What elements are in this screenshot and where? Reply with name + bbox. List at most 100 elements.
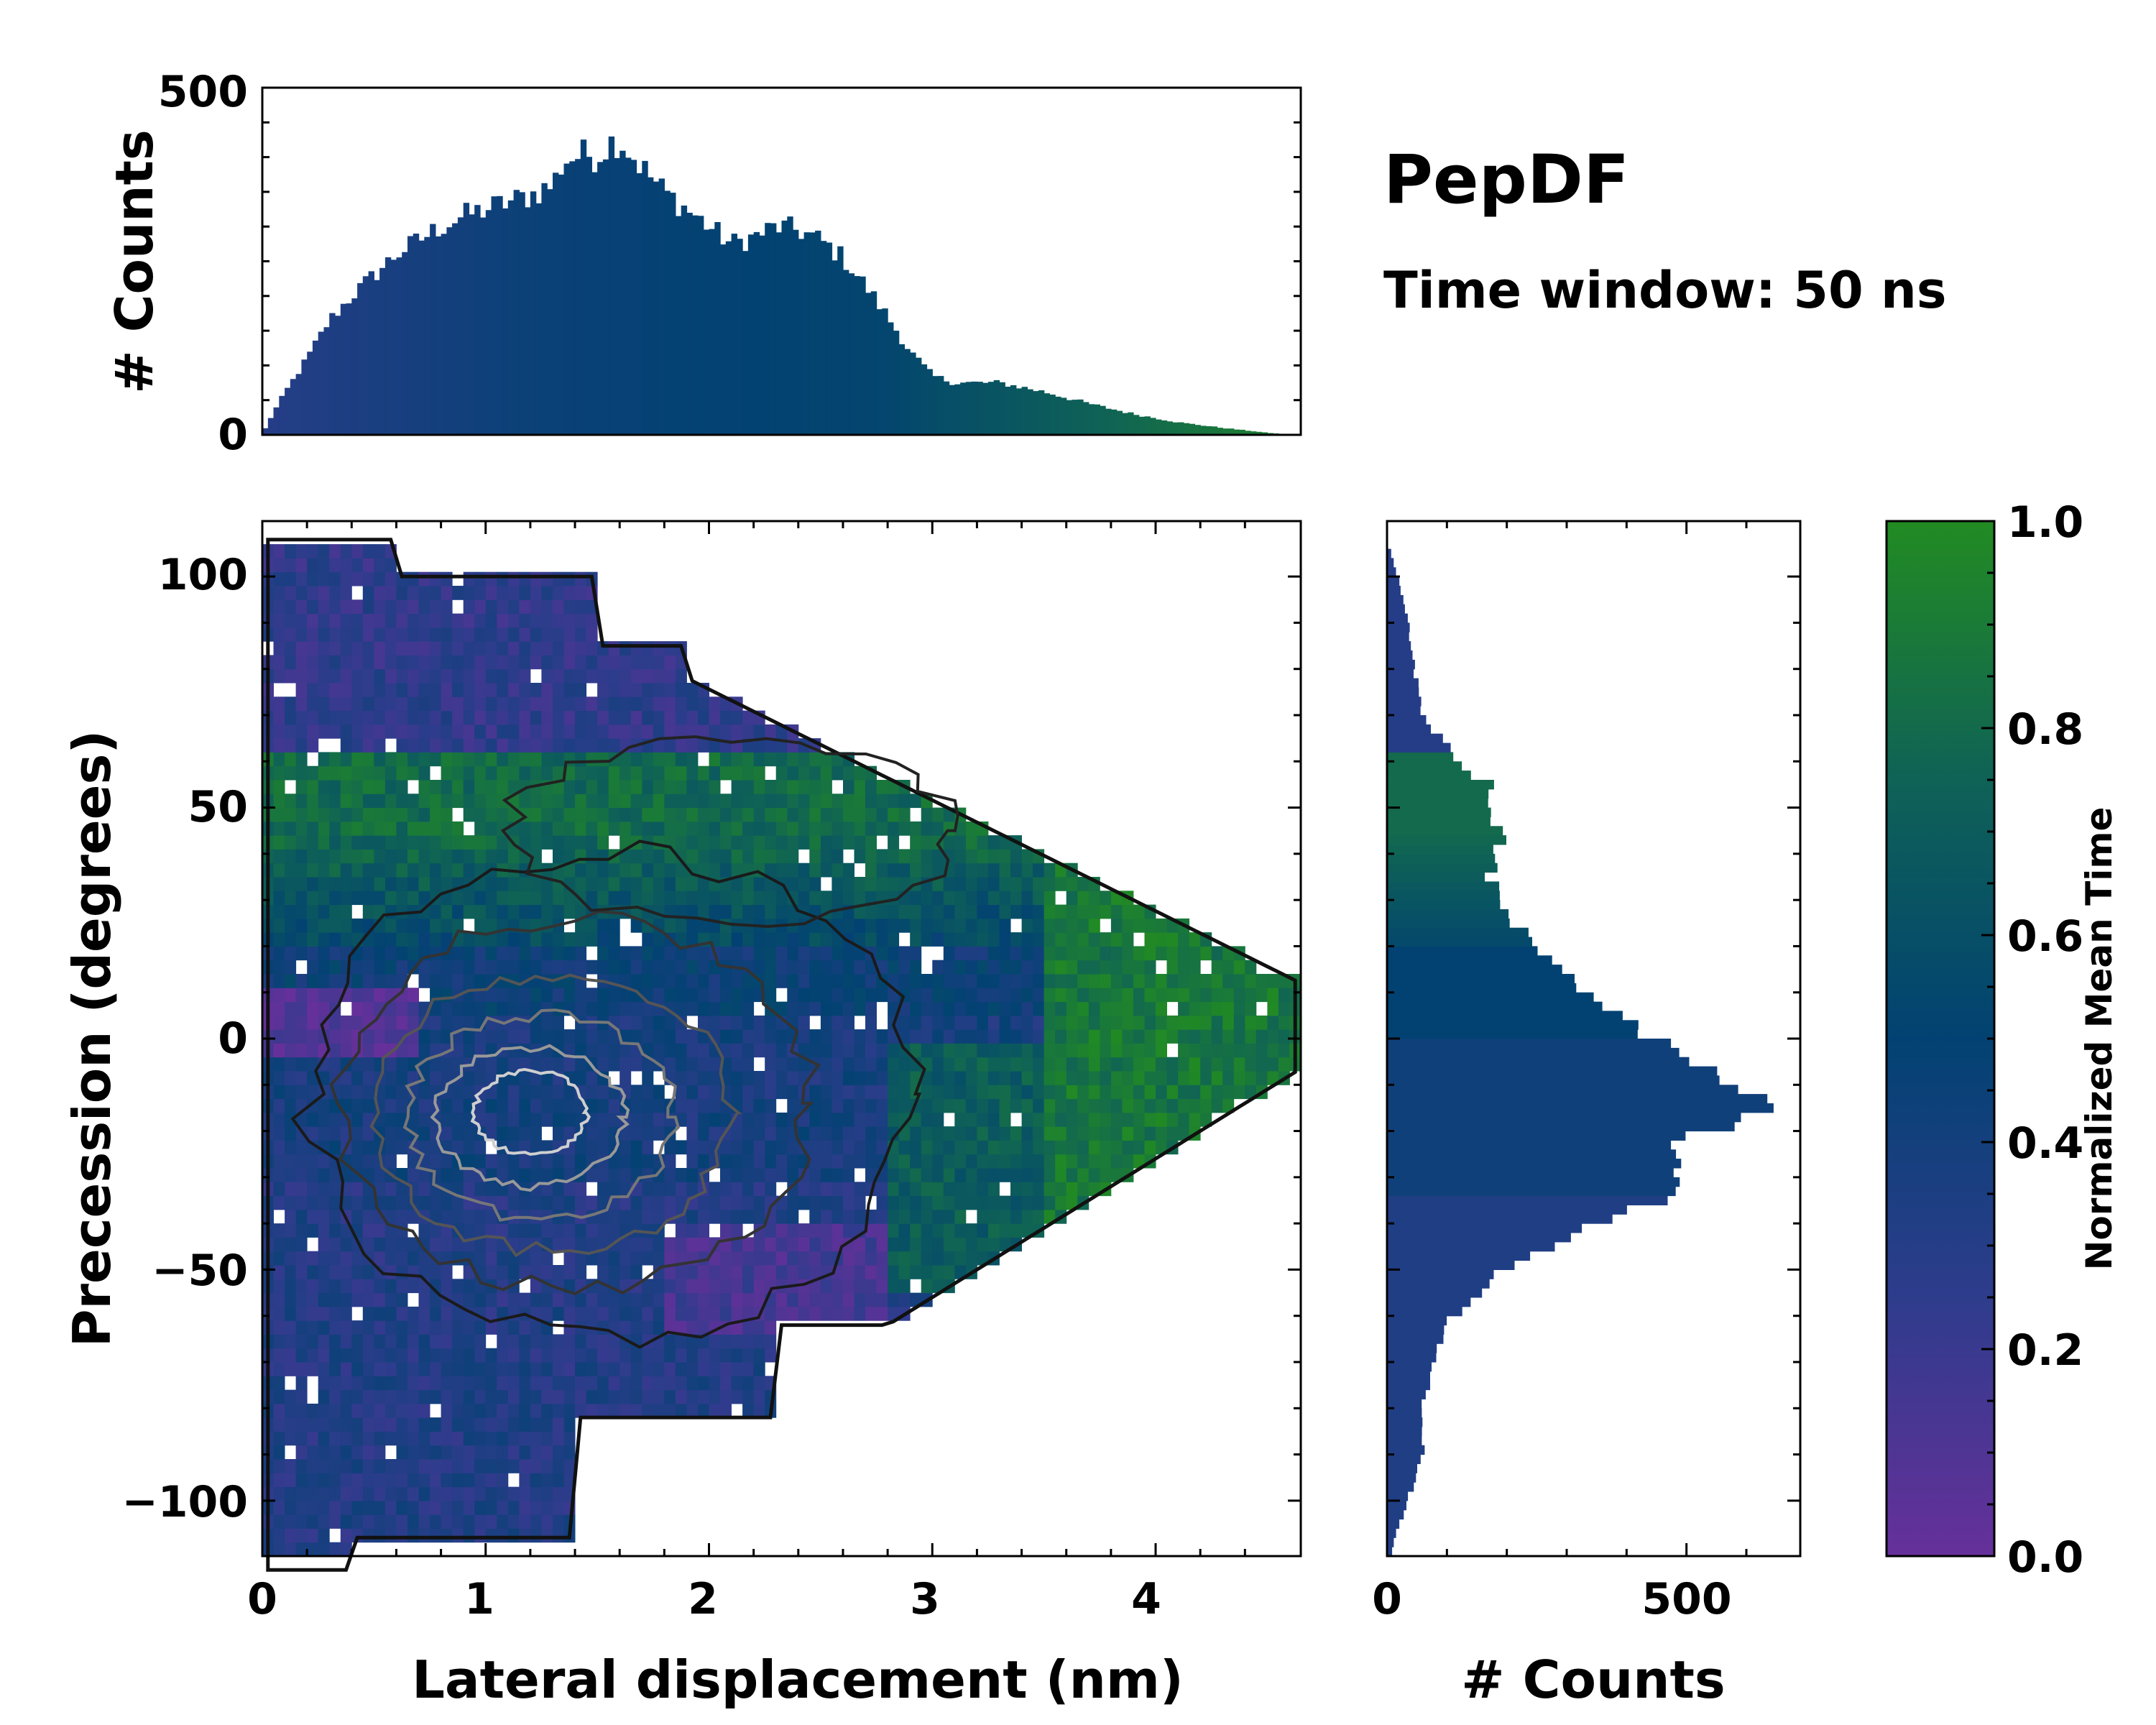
heatmap-cell: [318, 932, 330, 947]
heatmap-cell: [1044, 932, 1056, 947]
heatmap-ytick-label: 50: [188, 782, 249, 832]
right-histogram-bar: [1387, 1491, 1409, 1501]
heatmap-cell: [351, 780, 364, 794]
heatmap-cell: [463, 1112, 475, 1127]
right-histogram-bar: [1387, 696, 1422, 707]
heatmap-cell: [787, 932, 799, 947]
heatmap-cell: [441, 849, 453, 864]
heatmap-cell: [485, 1209, 497, 1224]
heatmap-cell: [396, 724, 408, 739]
heatmap-cell: [307, 1292, 319, 1307]
heatmap-cell: [1077, 1098, 1089, 1113]
heatmap-cell: [474, 1029, 487, 1044]
heatmap-cell: [541, 1251, 553, 1266]
heatmap-cell: [965, 1112, 977, 1127]
heatmap-cell: [597, 946, 609, 961]
heatmap-cell: [1166, 960, 1179, 975]
heatmap-cell: [586, 794, 598, 809]
heatmap-cell: [362, 544, 374, 558]
heatmap-cell: [831, 862, 844, 878]
heatmap-cell: [586, 668, 598, 684]
heatmap-cell: [987, 835, 1000, 850]
heatmap-cell: [876, 877, 888, 891]
heatmap-cell: [396, 1445, 408, 1460]
heatmap-cell: [530, 988, 542, 1003]
heatmap-cell: [977, 1154, 989, 1169]
heatmap-cell: [307, 1112, 319, 1127]
heatmap-cell: [1044, 1209, 1056, 1224]
heatmap-cell: [273, 1431, 285, 1446]
heatmap-cell: [888, 1112, 900, 1127]
heatmap-cell: [362, 599, 374, 615]
heatmap-cell: [553, 1237, 564, 1252]
heatmap-cell: [273, 627, 285, 642]
heatmap-cell: [809, 960, 821, 975]
heatmap-cell: [775, 1029, 788, 1044]
heatmap-cell: [519, 571, 531, 586]
heatmap-cell: [765, 1334, 777, 1349]
heatmap-cell: [932, 1223, 944, 1238]
heatmap-cell: [396, 683, 408, 697]
heatmap-cell: [295, 1306, 308, 1321]
heatmap-cell: [530, 1195, 542, 1210]
heatmap-cell: [987, 904, 1000, 919]
heatmap-cell: [888, 1237, 900, 1252]
heatmap-cell: [273, 1376, 285, 1391]
heatmap-cell: [854, 1029, 866, 1044]
heatmap-cell: [630, 862, 642, 878]
heatmap-cell: [608, 1098, 620, 1113]
heatmap-cell: [876, 946, 888, 961]
heatmap-cell: [831, 807, 844, 822]
heatmap-cell: [307, 1251, 319, 1266]
heatmap-cell: [608, 1334, 620, 1349]
heatmap-cell: [965, 974, 977, 988]
heatmap-cell: [441, 1486, 453, 1501]
heatmap-cell: [519, 641, 531, 656]
heatmap-cell: [1044, 1057, 1056, 1072]
heatmap-cell: [507, 1348, 520, 1363]
heatmap-cell: [775, 891, 788, 906]
heatmap-cell: [586, 613, 598, 628]
heatmap-cell: [664, 780, 676, 794]
heatmap-cell: [1033, 1168, 1045, 1182]
heatmap-cell: [1033, 1015, 1045, 1030]
heatmap-cell: [843, 1140, 854, 1155]
heatmap-cell: [295, 1320, 308, 1335]
heatmap-cell: [1021, 862, 1033, 878]
heatmap-cell: [765, 1140, 777, 1155]
heatmap-cell: [943, 974, 955, 988]
heatmap-cell: [307, 1085, 319, 1100]
heatmap-cell: [1110, 1015, 1123, 1030]
heatmap-xtick-label: 1: [464, 1574, 494, 1624]
heatmap-cell: [553, 1168, 564, 1182]
heatmap-cell: [295, 1403, 308, 1418]
top-y-axis-label: # Counts: [104, 129, 165, 394]
heatmap-cell: [318, 627, 330, 642]
heatmap-cell: [698, 696, 709, 712]
heatmap-cell: [507, 710, 520, 725]
heatmap-cell: [597, 1098, 609, 1113]
heatmap-cell: [932, 904, 944, 919]
contour-level-5: [430, 1044, 630, 1192]
heatmap-cell: [1278, 988, 1290, 1003]
heatmap-cell: [765, 1251, 777, 1266]
heatmap-cell: [430, 1265, 442, 1279]
heatmap-cell: [351, 1334, 364, 1349]
heatmap-cell: [497, 613, 509, 628]
heatmap-cell: [530, 1500, 542, 1515]
heatmap-cell: [898, 904, 911, 919]
heatmap-cell: [742, 1362, 755, 1376]
heatmap-cell: [597, 1029, 609, 1044]
heatmap-cell: [720, 1182, 732, 1197]
heatmap-cell: [586, 1376, 598, 1391]
heatmap-cell: [642, 1403, 654, 1418]
heatmap-cell: [418, 918, 430, 933]
heatmap-cell: [709, 1376, 721, 1391]
heatmap-cell: [1200, 1112, 1212, 1127]
heatmap-cell: [910, 932, 922, 947]
heatmap-cell: [731, 862, 743, 878]
heatmap-cell: [374, 599, 386, 615]
heatmap-cell: [384, 1348, 397, 1363]
heatmap-cell: [318, 1459, 330, 1473]
heatmap-cell: [519, 1071, 531, 1085]
